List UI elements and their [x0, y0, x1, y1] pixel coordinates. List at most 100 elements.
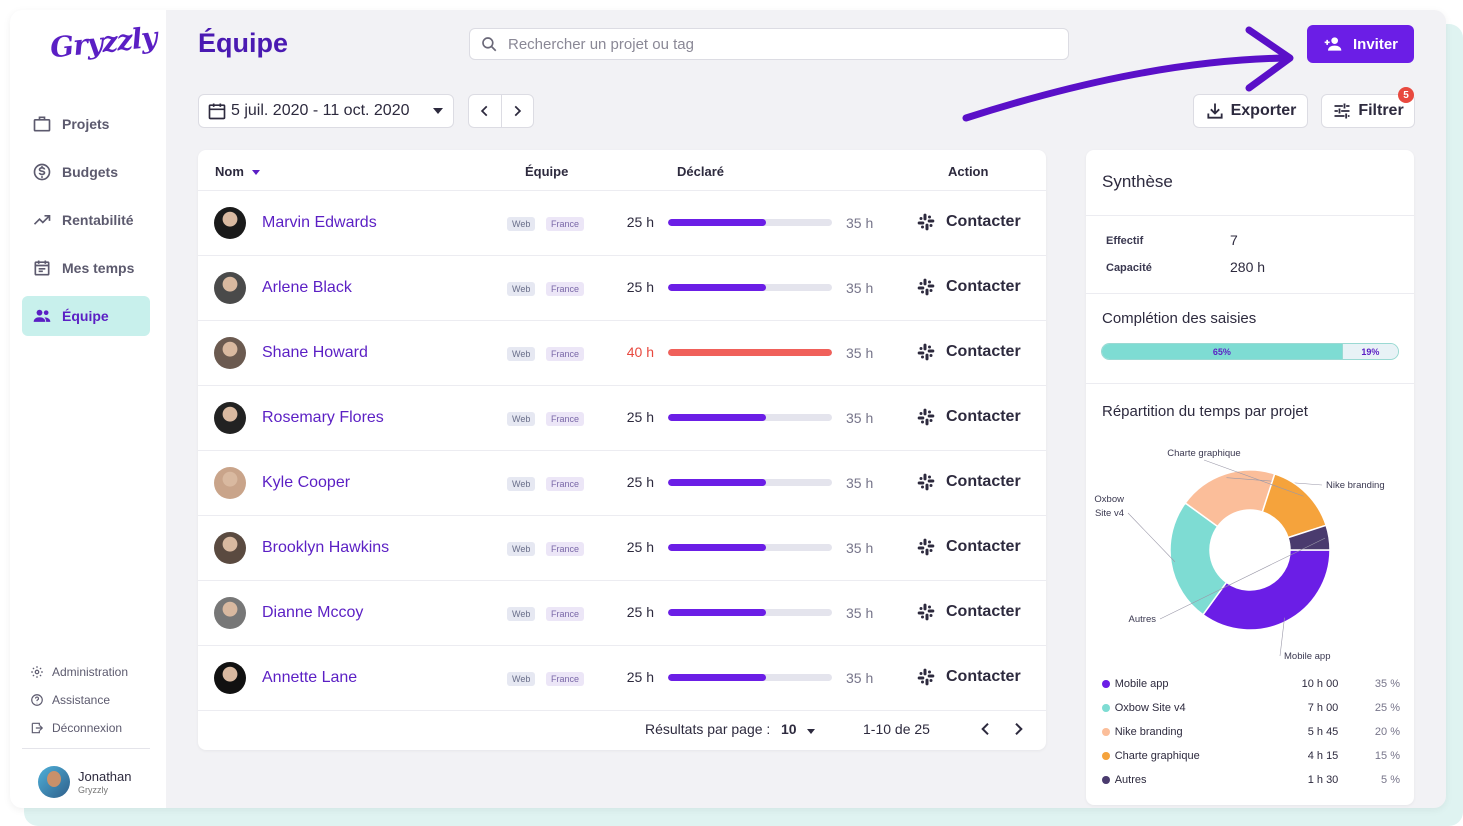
divider [1086, 215, 1414, 216]
export-button[interactable]: Exporter [1193, 94, 1308, 128]
declared-progress-fill [668, 284, 767, 291]
legend-hours: 7 h 00 [1307, 702, 1339, 714]
brand-logo[interactable]: Gryzzly [48, 20, 159, 65]
contact-label: Contacter [946, 408, 1021, 425]
donut-slice-mobile-app[interactable] [1201, 549, 1331, 631]
column-label: Nom [215, 164, 244, 179]
sidebar-item-projets[interactable]: Projets [22, 104, 150, 144]
tag-france: France [546, 542, 585, 556]
invite-button[interactable]: Inviter [1307, 25, 1414, 63]
completion-title: Complétion des saisies [1102, 310, 1257, 327]
table-row: Shane Howard Web France 40 h 35 h Contac… [198, 321, 1046, 386]
contact-button[interactable]: Contacter [916, 277, 1021, 297]
member-name[interactable]: Marvin Edwards [262, 214, 377, 231]
contact-button[interactable]: Contacter [916, 407, 1021, 427]
table-row: Dianne Mccoy Web France 25 h 35 h Contac… [198, 581, 1046, 646]
search-input[interactable] [508, 35, 1028, 53]
contact-button[interactable]: Contacter [916, 602, 1021, 622]
sidebar-item-label: Administration [52, 665, 129, 679]
per-page-select[interactable]: 10 [781, 721, 797, 737]
member-name[interactable]: Dianne Mccoy [262, 604, 364, 621]
table-body: Marvin Edwards Web France 25 h 35 h Cont… [198, 191, 1046, 711]
member-name[interactable]: Annette Lane [262, 669, 358, 686]
avatar [214, 207, 246, 239]
legend-item: Autres 1 h 30 5 % [1102, 768, 1400, 792]
tag-france: France [546, 282, 585, 296]
legend-percent: 20 % [1374, 726, 1400, 738]
capacity-hours: 35 h [846, 540, 874, 556]
declared-progress-bar [668, 219, 832, 226]
declared-hours: 25 h [626, 539, 654, 555]
legend-item: Oxbow Site v4 7 h 00 25 % [1102, 696, 1400, 720]
donut-slice-label: Charte graphique [1167, 448, 1240, 459]
per-page-label: Résultats par page : [645, 721, 771, 737]
member-name[interactable]: Arlene Black [262, 279, 352, 296]
declared-progress-fill [668, 219, 767, 226]
logout-icon [31, 722, 44, 734]
tag-france: France [546, 477, 585, 491]
declared-progress-fill [668, 544, 767, 551]
contact-button[interactable]: Contacter [916, 342, 1021, 362]
add-user-icon [1324, 37, 1342, 51]
next-period-button[interactable] [502, 95, 534, 127]
date-range-value: 5 juil. 2020 - 11 oct. 2020 [231, 102, 410, 119]
secondary-nav: Administration Assistance Déconnexion [30, 658, 128, 742]
legend-item: Nike branding 5 h 45 20 % [1102, 720, 1400, 744]
contact-label: Contacter [946, 213, 1021, 230]
tag-france: France [546, 347, 585, 361]
tag-web: Web [507, 217, 536, 231]
previous-page-button[interactable] [978, 721, 994, 737]
donut-leader-line [1279, 617, 1285, 657]
legend-swatch [1102, 704, 1110, 712]
sidebar-item-assistance[interactable]: Assistance [30, 686, 128, 714]
declared-progress-fill [668, 414, 767, 421]
team-icon [33, 309, 51, 322]
contact-button[interactable]: Contacter [916, 667, 1021, 687]
slack-icon [917, 408, 935, 426]
tag-web: Web [507, 282, 536, 296]
contact-label: Contacter [946, 278, 1021, 295]
member-name[interactable]: Shane Howard [262, 344, 368, 361]
donut-slice-oxbow-site-v4[interactable] [1169, 501, 1228, 616]
search-box[interactable] [469, 28, 1069, 60]
page-range: 1-10 de 25 [863, 721, 930, 737]
sidebar-item-label: Déconnexion [52, 721, 123, 735]
member-name[interactable]: Rosemary Flores [262, 409, 384, 426]
calendar-icon [208, 103, 226, 120]
trend-icon [33, 215, 51, 225]
tag-france: France [546, 217, 585, 231]
column-header-name[interactable]: Nom [215, 164, 260, 179]
donut-slice-autres[interactable] [1287, 524, 1331, 551]
donut-slice-label: Mobile app [1284, 651, 1330, 662]
search-icon [482, 37, 497, 52]
contact-button[interactable]: Contacter [916, 212, 1021, 232]
sidebar-item-mes-temps[interactable]: Mes temps [22, 248, 150, 288]
sidebar-item-rentabilite[interactable]: Rentabilité [22, 200, 150, 240]
sidebar-item-administration[interactable]: Administration [30, 658, 128, 686]
slack-icon [917, 668, 935, 686]
declared-progress-fill [668, 479, 767, 486]
declared-progress-bar [668, 609, 832, 616]
tag-web: Web [507, 347, 536, 361]
invite-label: Inviter [1352, 35, 1398, 53]
contact-button[interactable]: Contacter [916, 472, 1021, 492]
sidebar-item-equipe[interactable]: Équipe [22, 296, 150, 336]
previous-period-button[interactable] [469, 95, 502, 127]
member-name[interactable]: Brooklyn Hawkins [262, 539, 390, 556]
column-header-team: Équipe [525, 164, 569, 179]
tag-web: Web [507, 672, 536, 686]
contact-button[interactable]: Contacter [916, 537, 1021, 557]
dollar-icon [33, 163, 51, 181]
table-row: Brooklyn Hawkins Web France 25 h 35 h Co… [198, 516, 1046, 581]
sidebar-item-deconnexion[interactable]: Déconnexion [30, 714, 128, 742]
donut-slice-label: Nike branding [1326, 480, 1385, 491]
date-range-picker[interactable]: 5 juil. 2020 - 11 oct. 2020 [198, 94, 454, 128]
project-time-donut-chart: Mobile app Oxbow Site v4 Nike branding Chart… [1094, 448, 1385, 662]
tag-web: Web [507, 477, 536, 491]
sidebar-item-budgets[interactable]: Budgets [22, 152, 150, 192]
next-page-button[interactable] [1010, 721, 1026, 737]
sidebar-divider [22, 748, 150, 749]
member-name[interactable]: Kyle Cooper [262, 474, 351, 491]
user-profile[interactable]: Jonathan Gryzzly [38, 766, 132, 798]
synthese-title: Synthèse [1102, 172, 1173, 191]
